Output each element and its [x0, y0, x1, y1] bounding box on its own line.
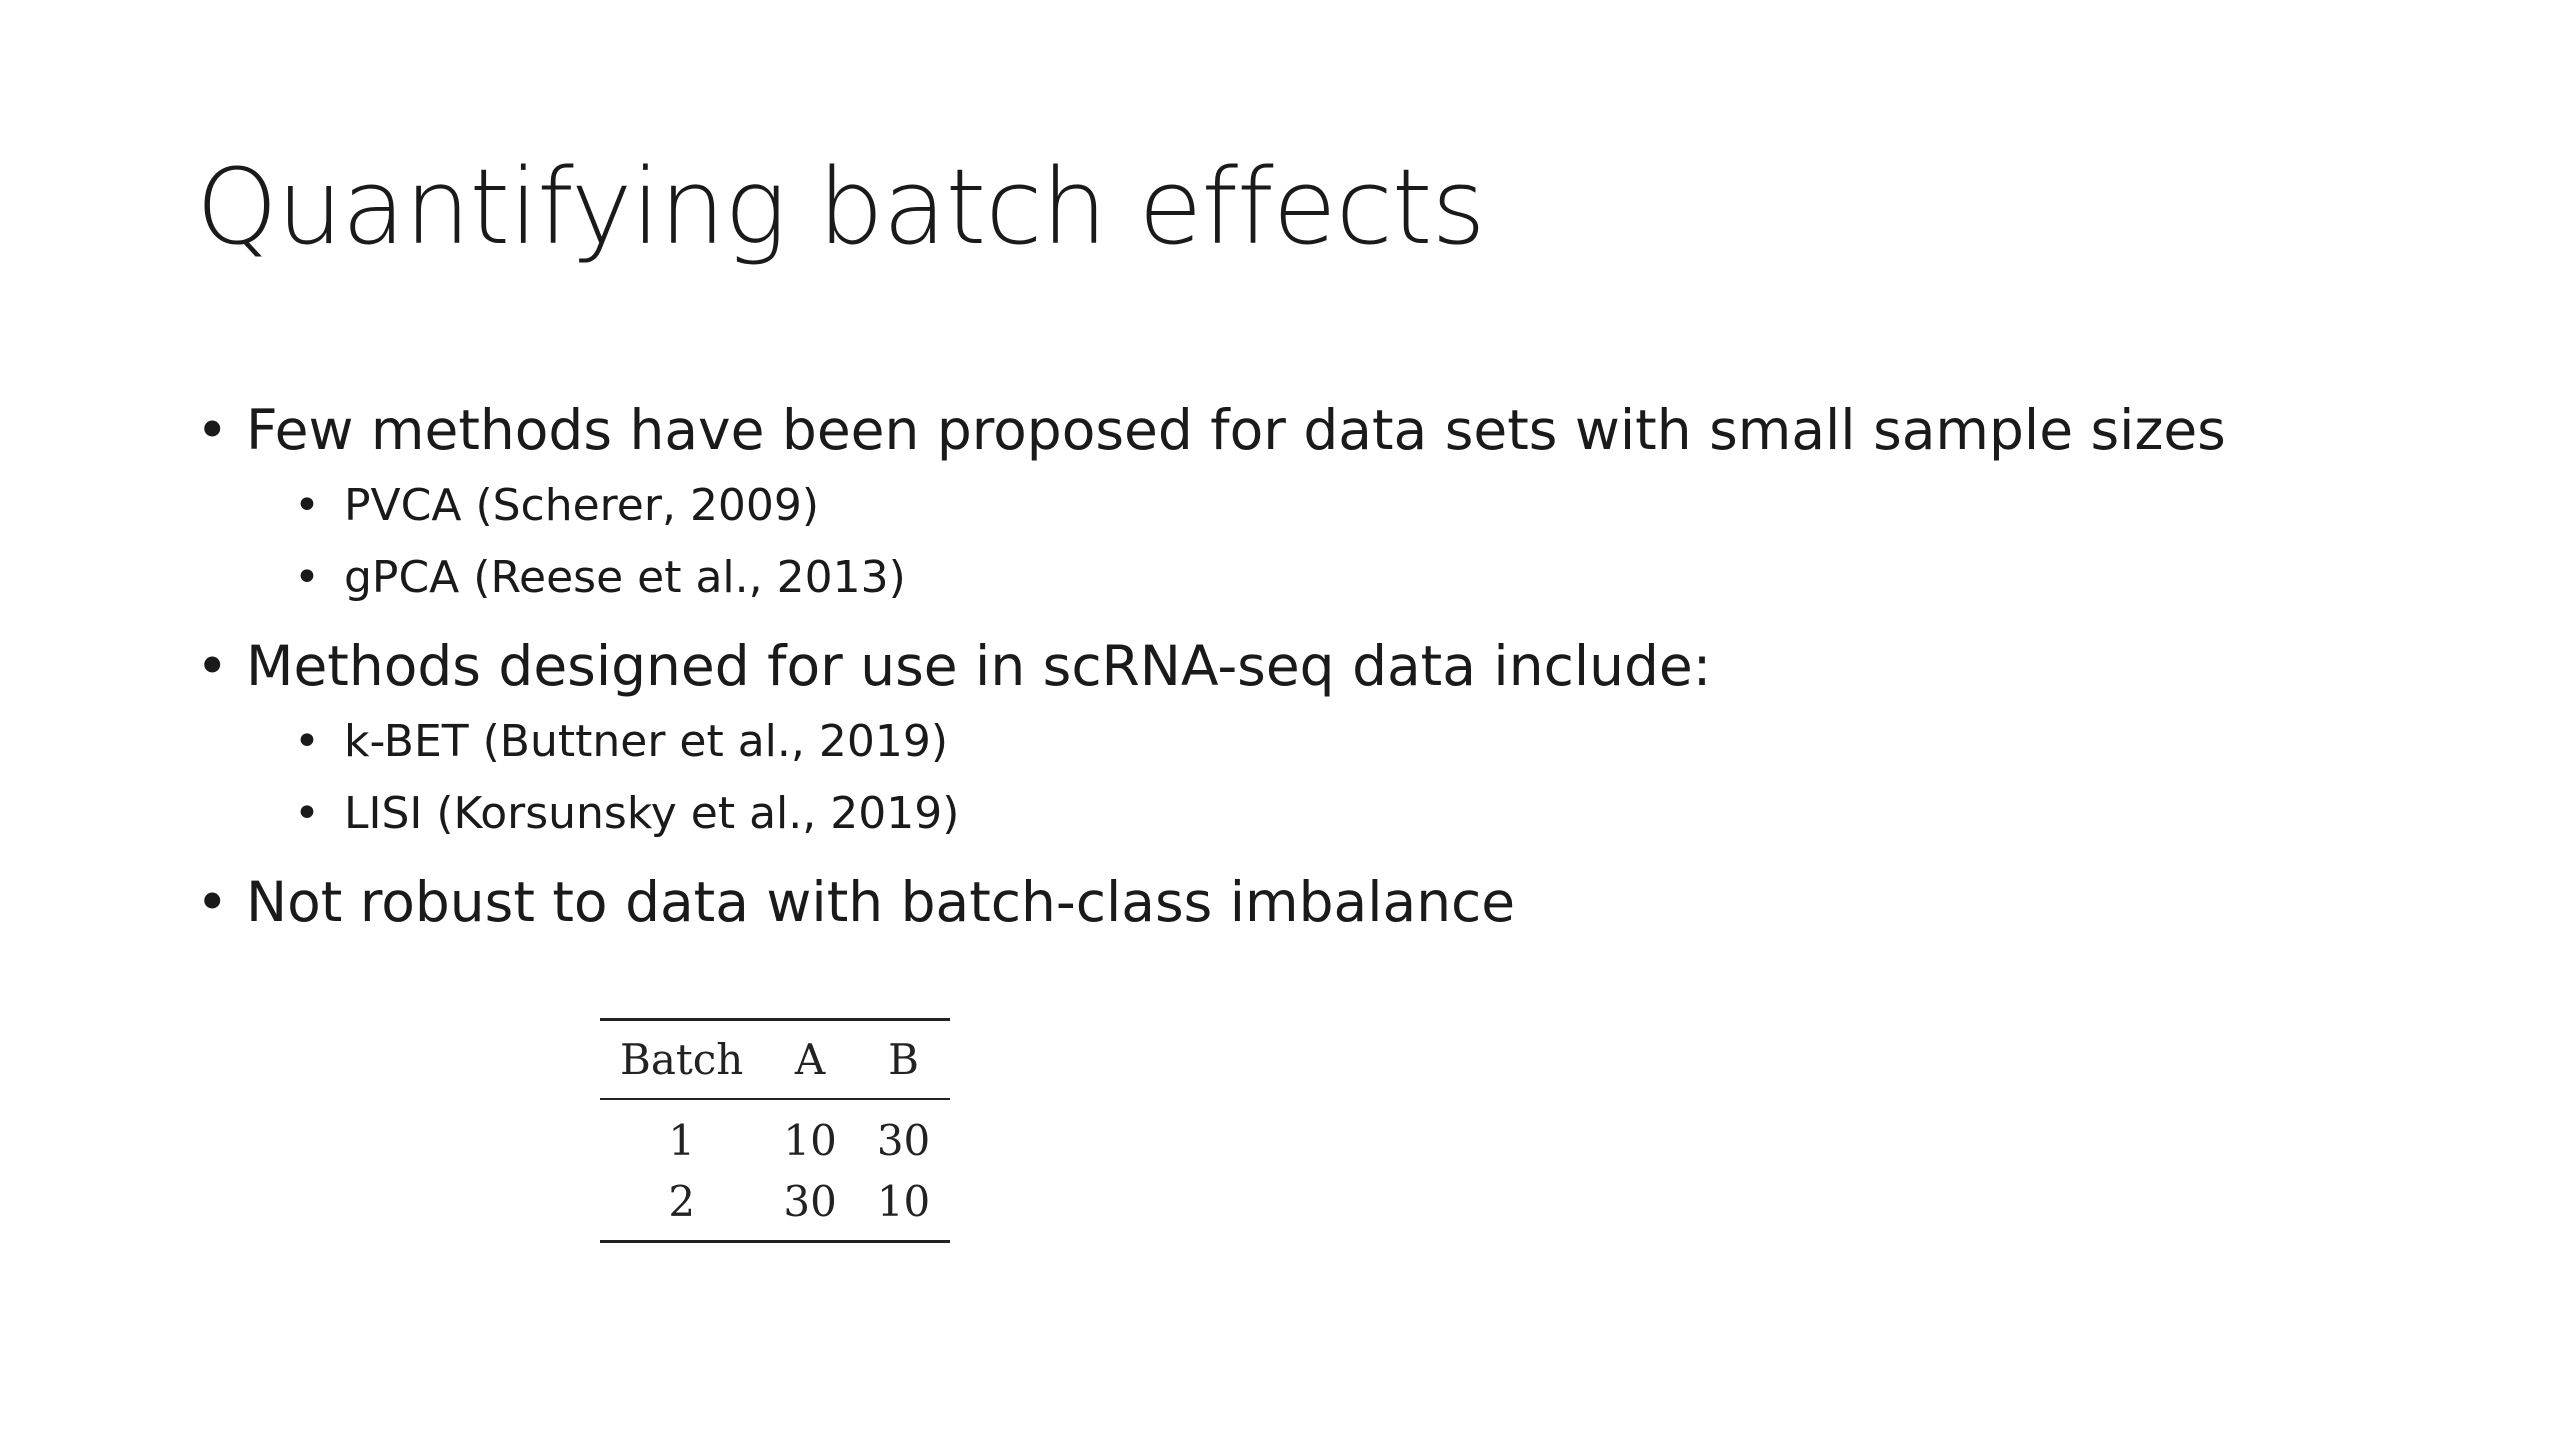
sub-bullet-item: • LISI (Korsunsky et al., 2019) [294, 778, 2446, 850]
column-header: Batch [600, 1019, 764, 1100]
bullet-item: • Not robust to data with batch-class im… [196, 862, 2446, 942]
slide-title: Quantifying batch effects [196, 146, 1486, 268]
sub-bullet-text: PVCA (Scherer, 2009) [344, 480, 820, 531]
bullet-icon: • [196, 398, 229, 462]
sub-bullet-item: • k-BET (Buttner et al., 2019) [294, 706, 2446, 778]
bullet-icon: • [294, 480, 320, 531]
sub-bullet-text: LISI (Korsunsky et al., 2019) [344, 788, 960, 839]
bullet-text: Not robust to data with batch-class imba… [246, 870, 1516, 934]
table-row: 2 30 10 [600, 1171, 950, 1242]
table-row: 1 10 30 [600, 1099, 950, 1171]
bullet-item: • Methods designed for use in scRNA-seq … [196, 626, 2446, 850]
sub-bullet-text: gPCA (Reese et al., 2013) [344, 552, 906, 603]
bullet-text: Few methods have been proposed for data … [246, 398, 2226, 462]
batch-class-table-container: Batch A B 1 10 30 2 30 10 [600, 1018, 951, 1243]
bullet-icon: • [196, 634, 229, 698]
sub-bullet-text: k-BET (Buttner et al., 2019) [344, 716, 949, 767]
bullet-icon: • [294, 788, 320, 839]
table-cell: 30 [876, 1116, 931, 1165]
bullet-list: • Few methods have been proposed for dat… [196, 390, 2446, 954]
bullet-icon: • [294, 716, 320, 767]
table-cell: 30 [783, 1177, 837, 1226]
bullet-icon: • [294, 552, 320, 603]
bullet-text: Methods designed for use in scRNA-seq da… [246, 634, 1712, 698]
column-header: B [856, 1019, 951, 1100]
table-cell: 2 [668, 1177, 696, 1226]
table-cell: 10 [876, 1177, 931, 1226]
sub-bullet-item: • gPCA (Reese et al., 2013) [294, 542, 2446, 614]
bullet-icon: • [196, 870, 229, 934]
batch-class-table: Batch A B 1 10 30 2 30 10 [600, 1018, 951, 1243]
sub-bullet-item: • PVCA (Scherer, 2009) [294, 470, 2446, 542]
table-header-row: Batch A B [600, 1019, 951, 1100]
table-cell: 10 [783, 1116, 837, 1165]
column-header: A [763, 1019, 857, 1100]
bullet-item: • Few methods have been proposed for dat… [196, 390, 2446, 614]
table-cell: 1 [668, 1116, 696, 1165]
